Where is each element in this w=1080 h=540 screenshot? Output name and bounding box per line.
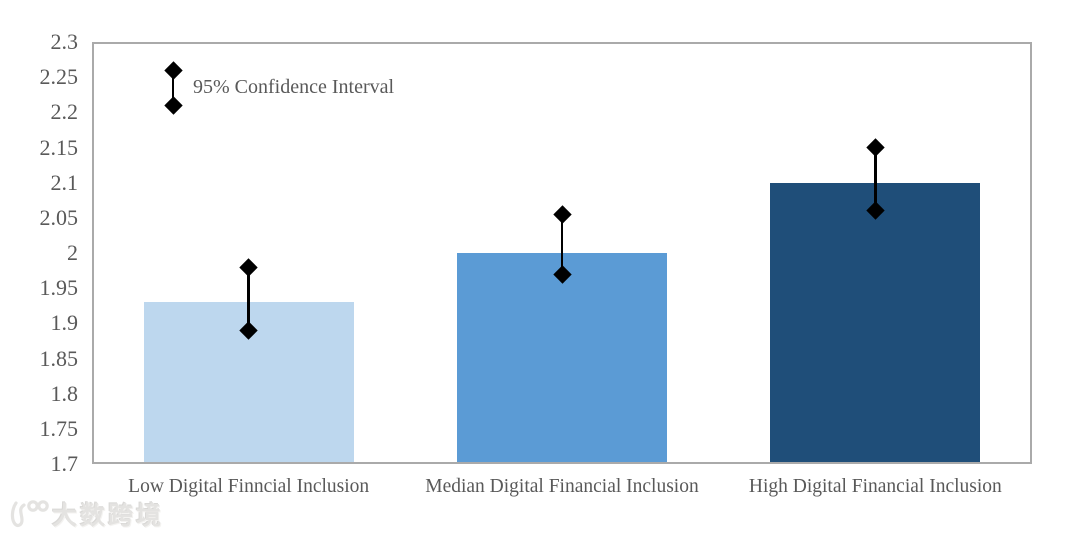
- y-axis-tick-label: 2.05: [39, 204, 79, 230]
- y-axis-tick-label: 2.15: [39, 134, 79, 160]
- watermark: 大数跨境: [8, 496, 164, 532]
- y-axis-tick-label: 1.75: [39, 415, 79, 441]
- legend-label: 95% Confidence Interval: [193, 76, 395, 98]
- y-axis-tick-label: 1.9: [50, 310, 79, 336]
- bar-high-digital-financial-inclusion: [770, 182, 981, 462]
- y-axis-tick-label: 2.25: [39, 64, 79, 90]
- error-bar-line: [247, 267, 250, 331]
- watermark-text: 大数跨境: [52, 502, 165, 530]
- x-axis-category-label: Median Digital Financial Inclusion: [425, 476, 699, 497]
- kuajing-logo-icon: [10, 500, 49, 527]
- y-axis-tick-label: 1.95: [39, 275, 79, 301]
- y-axis-tick-label: 1.8: [50, 380, 79, 406]
- y-axis-tick-label: 1.85: [39, 345, 79, 371]
- y-axis-tick-label: 1.7: [50, 451, 79, 476]
- y-axis-tick-label: 2.3: [50, 29, 79, 54]
- x-axis-category-label: Low Digital Finncial Inclusion: [128, 476, 370, 497]
- x-axis-category-label: High Digital Financial Inclusion: [748, 476, 1002, 497]
- legend-marker-line: [171, 70, 175, 106]
- bar-median-digital-financial-inclusion: [457, 253, 667, 462]
- y-axis-tick-label: 2.1: [50, 169, 79, 195]
- error-bar-line: [874, 147, 877, 211]
- y-axis-tick-label: 2.2: [50, 99, 79, 125]
- y-axis-tick-label: 2: [67, 240, 78, 265]
- error-bar-line: [560, 214, 564, 275]
